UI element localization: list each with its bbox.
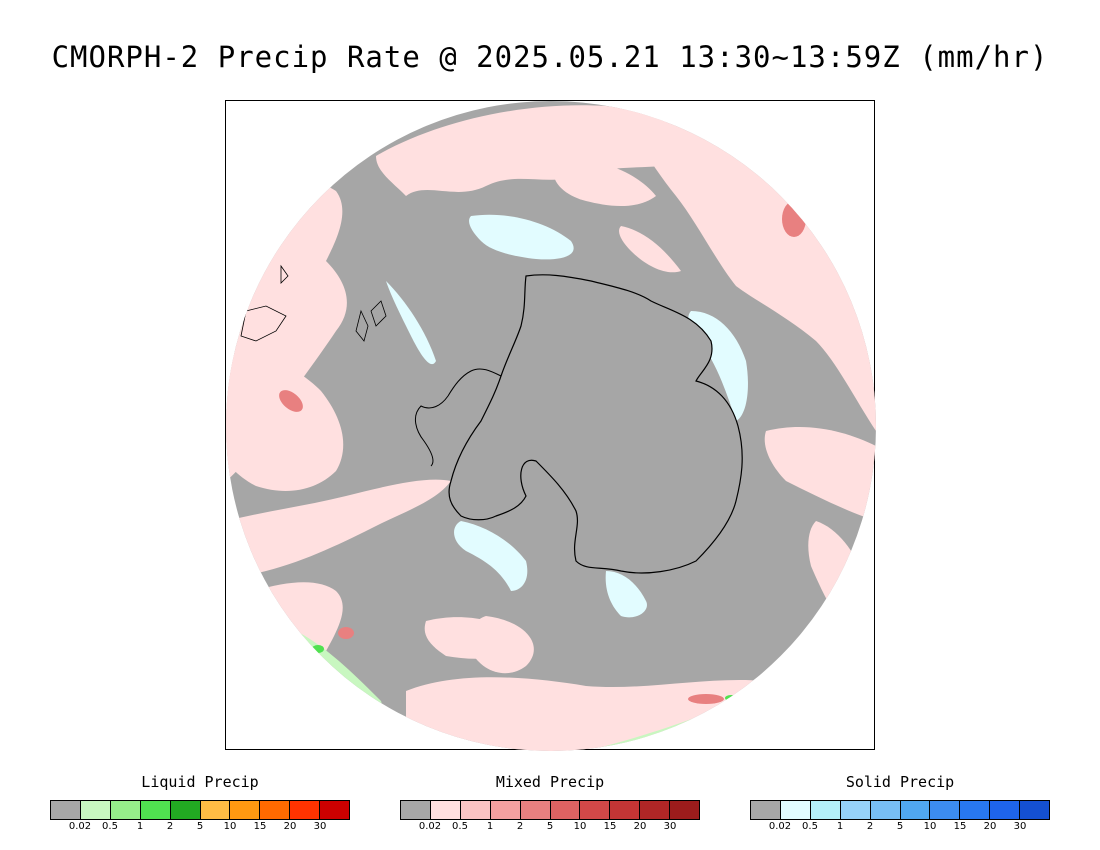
legend-solid: Solid Precip 0.02 0.5 1 2 5 10 15 20 30 [750,772,1050,835]
legend-tick-label: 10 [573,821,587,832]
legend-mixed: Mixed Precip 0.02 0.5 1 2 5 10 15 20 30 [400,772,700,835]
legend-tick-label: 1 [486,821,494,832]
legend-title: Mixed Precip [495,773,605,791]
legend-tick-label: 20 [283,821,297,832]
legend-swatch [840,801,871,819]
legend-swatch [930,801,961,819]
legend-color-bar [50,800,350,820]
legend-tick-label: 2 [516,821,524,832]
legend-ticks: 0.02 0.5 1 2 5 10 15 20 30 [50,821,350,835]
legend-tick-label: 20 [983,821,997,832]
legend-tick-label: 2 [166,821,174,832]
precip-map [225,100,876,751]
legend-swatch [550,801,581,819]
legend-tick-label: 1 [136,821,144,832]
map-title: CMORPH-2 Precip Rate @ 2025.05.21 13:30~… [51,40,1049,74]
legend-tick-label: 1 [836,821,844,832]
legend-swatch [460,801,491,819]
legend-swatch [640,801,671,819]
legend-tick-label: 20 [633,821,647,832]
antarctic-peninsula [414,368,502,467]
legend-color-bar [400,800,700,820]
legend-swatch [230,801,261,819]
legend-swatch [110,801,141,819]
legend-swatch [810,801,841,819]
legend-swatch [401,801,431,819]
legend-swatch [490,801,521,819]
map-canvas [226,101,876,751]
legend-title: Liquid Precip [141,773,259,791]
legend-color-bar [750,800,1050,820]
legend-tick-label: 30 [1013,821,1027,832]
legend-swatch [670,801,700,819]
legend-swatch [140,801,171,819]
legend-swatch [960,801,991,819]
legend-swatch [870,801,901,819]
legend-swatch [51,801,81,819]
legend-tick-label: 5 [196,821,204,832]
legend-swatch [780,801,811,819]
legend-swatch [751,801,781,819]
island-outlines [240,264,387,342]
legend-tick-label: 10 [923,821,937,832]
legend-swatch [320,801,350,819]
legend-tick-label: 10 [223,821,237,832]
legend-tick-label: 15 [603,821,617,832]
legend-tick-label: 5 [896,821,904,832]
legend-swatch [580,801,611,819]
legend-tick-label: 0.02 [68,821,92,832]
legend-title: Solid Precip [845,773,955,791]
legend-swatch [520,801,551,819]
legend-swatch [260,801,291,819]
legend-liquid: Liquid Precip 0.02 0.5 1 2 5 10 15 20 30 [50,772,350,835]
legend-swatch [290,801,321,819]
legend-ticks: 0.02 0.5 1 2 5 10 15 20 30 [750,821,1050,835]
legend-tick-label: 0.5 [452,821,468,832]
antarctica [448,274,743,574]
legend-swatch [1020,801,1050,819]
legend-swatch [610,801,641,819]
legend-tick-label: 0.5 [102,821,118,832]
legend-tick-label: 5 [546,821,554,832]
legend-tick-label: 2 [866,821,874,832]
legend-tick-label: 0.02 [768,821,792,832]
legend-swatch [80,801,111,819]
legend-tick-label: 30 [663,821,677,832]
legend-tick-label: 0.5 [802,821,818,832]
legend-swatch [900,801,931,819]
legend-swatch [990,801,1021,819]
legend-swatch [430,801,461,819]
legend-tick-label: 30 [313,821,327,832]
legend-ticks: 0.02 0.5 1 2 5 10 15 20 30 [400,821,700,835]
legend-swatch [170,801,201,819]
legend-tick-label: 15 [953,821,967,832]
legend-swatch [200,801,231,819]
legend-tick-label: 15 [253,821,267,832]
legend-tick-label: 0.02 [418,821,442,832]
